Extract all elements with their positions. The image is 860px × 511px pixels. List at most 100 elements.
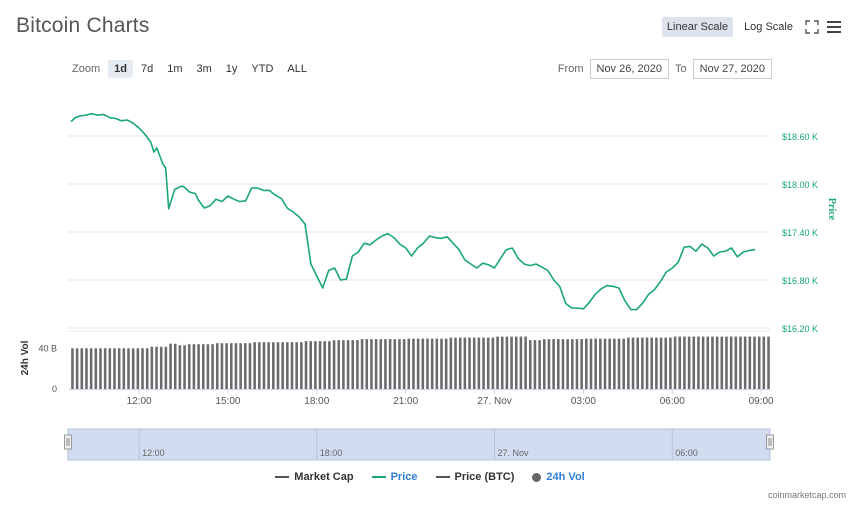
volume-bar (519, 336, 523, 389)
legend-price[interactable]: Price (371, 471, 418, 483)
zoom-1m-button[interactable]: 1m (167, 63, 183, 75)
price-tick-label: $16.80 K (782, 276, 818, 286)
volume-bar (430, 338, 434, 389)
volume-bar (244, 343, 247, 389)
volume-bar (701, 336, 705, 389)
volume-bar (711, 336, 714, 389)
volume-bar (150, 346, 154, 389)
price-axis-title: Price (826, 198, 837, 221)
navigator[interactable]: 12:00 18:00 27. Nov 06:00 (64, 428, 774, 461)
volume-bar (388, 339, 392, 389)
zoom-1d-button[interactable]: 1d (108, 60, 133, 78)
volume-bar (580, 339, 583, 389)
volume-bar (215, 343, 219, 389)
volume-bar (346, 340, 350, 389)
volume-bar (99, 348, 102, 389)
volume-bar (426, 338, 429, 389)
volume-bar (229, 343, 233, 389)
legend-price-btc[interactable]: Price (BTC) (435, 471, 514, 483)
volume-bar (622, 338, 625, 389)
price-swatch (371, 476, 386, 478)
volume-tick-label: 0 (52, 384, 57, 394)
volume-bar (692, 336, 696, 389)
volume-bar (89, 348, 93, 389)
legend-market-cap[interactable]: Market Cap (275, 471, 354, 483)
volume-bar (267, 342, 270, 389)
volume-bar (631, 337, 635, 389)
volume-bar (304, 341, 308, 389)
fullscreen-icon[interactable] (804, 19, 820, 35)
volume-bar (449, 337, 453, 389)
volume-bar (360, 339, 364, 389)
time-tick-label: 03:00 (571, 396, 596, 407)
volume-bar (300, 342, 303, 389)
volume-bar (281, 342, 284, 389)
log-scale-button[interactable]: Log Scale (744, 21, 793, 33)
volume-bar (253, 342, 256, 389)
volume-bar (486, 337, 490, 389)
navigator-left-handle[interactable] (64, 434, 72, 450)
legend-24h-vol[interactable]: 24h Vol (532, 471, 585, 483)
volume-bar (416, 338, 420, 389)
price-tick-label: $18.00 K (782, 180, 818, 190)
volume-bar (374, 339, 378, 389)
volume-bar (734, 336, 738, 389)
volume-bar (458, 337, 462, 389)
menu-icon[interactable] (826, 19, 842, 35)
volume-axis-title: 24h Vol (20, 340, 31, 375)
volume-bar (444, 338, 448, 389)
volume-bar (103, 348, 107, 389)
time-tick-label: 06:00 (660, 396, 685, 407)
navigator-range (67, 428, 771, 461)
legend-market-cap-label: Market Cap (294, 471, 354, 483)
scale-controls: Linear Scale Log Scale (661, 17, 842, 37)
zoom-all-button[interactable]: ALL (287, 63, 307, 75)
from-date-input[interactable]: Nov 26, 2020 (589, 59, 669, 79)
volume-bar (557, 339, 560, 389)
volume-bar (365, 339, 369, 389)
zoom-ytd-button[interactable]: YTD (251, 63, 274, 75)
volume-bar (80, 348, 84, 389)
vol-swatch (532, 472, 542, 482)
volume-bar (122, 348, 126, 389)
volume-bar (127, 348, 130, 389)
navigator-right-handle[interactable] (766, 434, 774, 450)
volume-bar (725, 336, 728, 389)
price-tick-label: $16.20 K (782, 324, 818, 334)
volume-bar (239, 343, 242, 389)
time-tick-label: 27. Nov (477, 396, 511, 407)
price-tick-label: $18.60 K (782, 132, 818, 142)
time-tick-label: 09:00 (749, 396, 774, 407)
volume-bar (514, 336, 518, 389)
to-label: To (674, 63, 687, 75)
volume-bar (351, 340, 355, 389)
volume-bar (510, 336, 513, 389)
volume-bar (561, 339, 565, 389)
volume-bar (183, 345, 186, 389)
zoom-1y-button[interactable]: 1y (225, 63, 238, 75)
volume-bar (108, 348, 112, 389)
linear-scale-button[interactable]: Linear Scale (661, 17, 734, 37)
volume-bar (131, 348, 135, 389)
date-range: From Nov 26, 2020 To Nov 27, 2020 (552, 59, 772, 79)
zoom-7d-button[interactable]: 7d (140, 63, 154, 75)
time-tick-label: 12:00 (127, 396, 152, 407)
price-btc-swatch (435, 476, 450, 478)
time-tick-label: 21:00 (393, 396, 418, 407)
volume-bar (323, 341, 326, 389)
volume-bar (402, 339, 406, 389)
volume-bar (164, 346, 168, 389)
volume-bar (641, 337, 644, 389)
volume-bar (318, 341, 322, 389)
zoom-3m-button[interactable]: 3m (196, 63, 212, 75)
volume-bar (295, 342, 298, 389)
volume-bar (384, 339, 387, 389)
to-date-input[interactable]: Nov 27, 2020 (692, 59, 772, 79)
volume-bar (75, 348, 79, 389)
volume-bar (145, 348, 149, 389)
volume-bar (599, 338, 602, 389)
volume-bar (743, 336, 747, 389)
volume-bar (617, 338, 621, 389)
volume-tick-label: 40 B (38, 343, 57, 353)
volume-bar (272, 342, 275, 389)
